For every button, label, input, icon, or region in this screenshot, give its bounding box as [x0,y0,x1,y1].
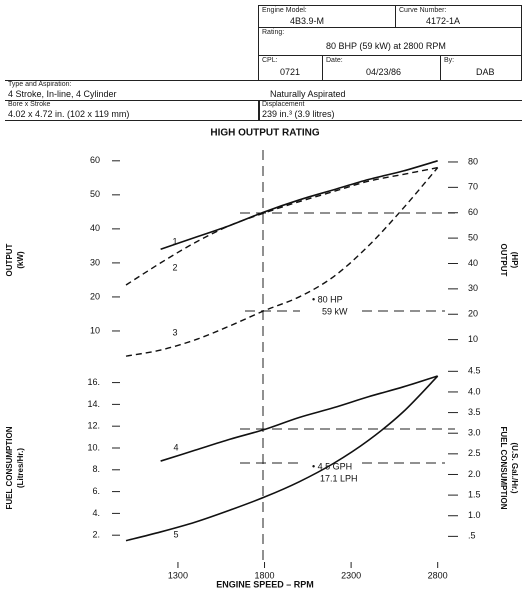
y-tick-label: 10. [87,442,100,452]
value: Naturally Aspirated [270,89,346,99]
y-axis-title: OUTPUT [499,244,508,277]
y-axis-title: (Litres/Hr.) [16,448,25,488]
y2-tick-label: 60 [468,207,478,217]
x-tick-label: 2300 [341,570,361,580]
value: 4B3.9-M [290,16,325,26]
label: By: [444,57,455,64]
label: CPL: [262,57,278,64]
y-tick-label: 10 [90,325,100,335]
x-tick-label: 2800 [428,570,448,580]
y2-tick-label: 10 [468,334,478,344]
value: 04/23/86 [366,67,402,77]
y2-tick-label: .5 [468,531,476,541]
y-tick-label: 6. [92,486,100,496]
label: Type and Aspiration: [8,81,72,88]
y2-tick-label: 3.0 [468,428,481,438]
series-line [125,375,439,542]
y-axis-title: (U.S. Gal./Hr.) [510,442,519,493]
y-tick-label: 14. [87,399,100,409]
y2-tick-label: 50 [468,232,478,242]
y2-tick-label: 4.5 [468,366,481,376]
y2-tick-label: 70 [468,182,478,192]
y2-tick-label: 20 [468,309,478,319]
y-tick-label: 50 [90,189,100,199]
reference-lines [240,150,455,565]
value: 4.02 x 4.72 in. (102 x 119 mm) [8,109,130,119]
y-tick-label: 40 [90,223,100,233]
series-label: 4 [173,442,178,452]
series-label: 5 [173,529,178,539]
series-label: 1 [172,236,177,246]
y-axis-title: FUEL CONSUMPTION [499,427,508,510]
y2-tick-label: 80 [468,156,478,166]
annotation: 59 kW [322,306,348,316]
cell [5,100,522,121]
annotation: • 4.5 GPH [312,461,352,471]
series-line [125,166,438,286]
label: Rating: [262,29,285,36]
value: DAB [476,67,495,77]
chart-title: HIGH OUTPUT RATING [210,128,319,139]
y2-tick-label: 1.5 [468,489,481,499]
y2-tick-label: 2.5 [468,448,481,458]
y-axis-title: (HP) [510,252,519,269]
value: 4172-1A [426,16,461,26]
y-axis-title: (kW) [16,251,25,269]
x-tick-label: 1800 [255,570,275,580]
series-line [160,375,438,462]
series-label: 2 [172,262,177,272]
value: 4 Stroke, In-line, 4 Cylinder [8,89,117,99]
y2-tick-label: 4.0 [468,386,481,396]
x-axis-title: ENGINE SPEED – RPM [216,579,314,589]
y-tick-label: 12. [87,421,100,431]
y-axis-title: OUTPUT [5,243,14,276]
y-tick-label: 2. [92,530,100,540]
y-axis-title: FUEL CONSUMPTION [5,426,14,509]
series-line [160,160,438,251]
annotation: • 80 HP [312,294,343,304]
y-tick-label: 8. [92,464,100,474]
label: Engine Model: [262,7,307,14]
y-tick-label: 4. [92,508,100,518]
y2-tick-label: 30 [468,283,478,293]
value: 239 in.³ (3.9 litres) [262,109,335,119]
label: Date: [326,57,343,64]
y2-tick-label: 2.0 [468,469,481,479]
y-tick-label: 60 [90,155,100,165]
value: 80 BHP (59 kW) at 2800 RPM [326,41,446,51]
y-tick-label: 30 [90,257,100,267]
y2-tick-label: 3.5 [468,407,481,417]
y2-tick-label: 40 [468,258,478,268]
label: Curve Number: [399,7,447,14]
annotation: 17.1 LPH [320,473,358,483]
label: Displacement [262,101,305,108]
y2-tick-label: 1.0 [468,510,481,520]
label: Bore x Stroke [8,101,51,108]
y-tick-label: 16. [87,377,100,387]
divider [258,100,260,121]
value: 0721 [280,67,301,77]
x-tick-label: 1300 [168,570,188,580]
series-line [125,167,439,357]
series-label: 3 [172,327,177,337]
y-tick-label: 20 [90,291,100,301]
